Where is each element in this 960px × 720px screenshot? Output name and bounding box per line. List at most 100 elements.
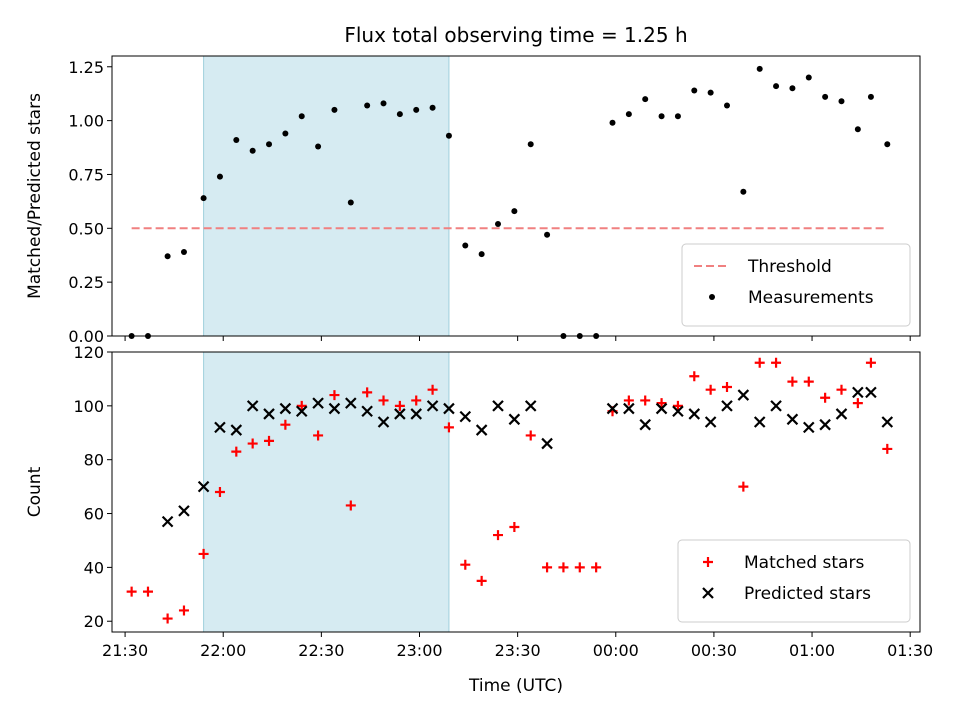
y-tick-label: 0.25 (68, 273, 104, 292)
matched-star-point (558, 562, 569, 573)
matched-star-point (264, 435, 275, 446)
predicted-star-point (786, 413, 799, 426)
measurement-point (396, 111, 403, 118)
observing-window-band (203, 352, 449, 632)
matched-star-point (362, 387, 373, 398)
matched-star-point (882, 443, 893, 454)
matched-star-point (280, 419, 291, 430)
measurement-point (642, 96, 649, 103)
matched-star-point (247, 438, 258, 449)
matched-star-point (721, 382, 732, 392)
measurement-point (773, 83, 780, 90)
x-tick-label: 22:00 (200, 641, 246, 660)
matched-star-point (820, 392, 831, 403)
x-tick-label: 23:30 (495, 641, 541, 660)
predicted-star-point (197, 480, 210, 493)
matched-star-point (689, 371, 700, 382)
legend-box (681, 243, 911, 327)
predicted-star-point (161, 515, 174, 528)
observing-window-band (203, 56, 449, 336)
legend-box (677, 539, 911, 623)
x-tick-label: 22:30 (298, 641, 344, 660)
matched-star-point (214, 487, 225, 497)
predicted-star-point (443, 402, 455, 415)
measurement-point (838, 98, 845, 105)
predicted-star-point (852, 386, 864, 399)
predicted-star-point (492, 400, 504, 412)
series-0 (128, 65, 891, 339)
matched-star-point (329, 390, 340, 401)
matched-star-point (771, 357, 782, 368)
matched-star-point (476, 575, 487, 586)
y-axis-label: Count (25, 466, 45, 517)
x-tick-label: 00:30 (691, 641, 737, 660)
predicted-star-point (819, 418, 831, 431)
matched-star-point (378, 395, 389, 406)
count-panel: 20 40 60 80 100 120 Count 21:30 22:00 22:30 23:00 2… (25, 343, 933, 660)
measurement-point (691, 87, 698, 94)
matched-star-point (865, 357, 876, 368)
predicted-star-point (623, 402, 635, 415)
measurement-point (756, 65, 763, 72)
matched-star-point (803, 376, 814, 387)
measurement-point (822, 93, 829, 100)
y-tick-label: 40 (84, 558, 104, 577)
predicted-star-point (835, 408, 848, 420)
y-axis-label: Matched/Predicted stars (25, 93, 45, 299)
predicted-star-point (508, 413, 521, 426)
matched-star-point (640, 395, 651, 406)
legend-label: Threshold (747, 257, 832, 277)
measurement-point (723, 102, 730, 109)
predicted-star-point (394, 408, 406, 420)
measurement-point (298, 113, 305, 120)
measurement-point (331, 106, 338, 113)
matched-star-point (509, 522, 520, 532)
chart-title: Flux total observing time = 1.25 h (344, 23, 687, 47)
predicted-star-point (246, 400, 259, 412)
matched-star-point (198, 548, 209, 559)
legend-label: Predicted stars (744, 584, 871, 604)
predicted-star-point (263, 408, 275, 420)
legend: Threshold Measurements (681, 243, 911, 327)
predicted-star-point (312, 397, 324, 409)
x-tick-label: 00:00 (593, 641, 639, 660)
predicted-star-point (770, 400, 782, 412)
x-axis-label: Time (UTC) (468, 676, 563, 696)
matched-star-point (178, 605, 189, 616)
series-0 (126, 357, 893, 624)
measurement-point (478, 251, 485, 258)
predicted-star-point (802, 421, 815, 434)
matched-star-point (394, 400, 405, 411)
predicted-star-point (345, 397, 357, 409)
measurement-point (789, 85, 796, 92)
matched-star-point (852, 398, 863, 409)
measurement-point (164, 253, 171, 260)
measurement-point (180, 249, 187, 255)
measurement-point (364, 102, 371, 109)
matched-star-point (738, 481, 749, 492)
matched-star-point (460, 559, 471, 570)
matched-star-point (411, 395, 422, 406)
predicted-star-point (361, 405, 373, 418)
measurement-point (413, 106, 420, 113)
y-tick-label: 20 (84, 612, 104, 631)
predicted-star-point (672, 405, 684, 418)
predicted-star-point (606, 402, 619, 415)
measurement-point (544, 231, 551, 238)
measurement-point (740, 188, 747, 195)
predicted-star-point (328, 402, 341, 415)
y-tick-label: 120 (73, 343, 104, 362)
matched-star-point (162, 613, 173, 624)
predicted-star-point (639, 418, 651, 431)
measurement-point (707, 89, 714, 96)
series-1 (161, 386, 894, 528)
y-tick-label: 100 (73, 397, 104, 416)
y-tick-label: 80 (84, 451, 104, 470)
ratio-panel: 0.00 0.25 0.50 0.75 1.00 1.25 Matched/Predicte… (25, 55, 921, 346)
measurement-point (884, 141, 891, 148)
measurement-point (380, 100, 387, 107)
measurement-point (511, 208, 518, 215)
legend-measurement-swatch (709, 294, 715, 300)
measurement-point (249, 147, 256, 154)
matched-star-point (231, 446, 242, 457)
